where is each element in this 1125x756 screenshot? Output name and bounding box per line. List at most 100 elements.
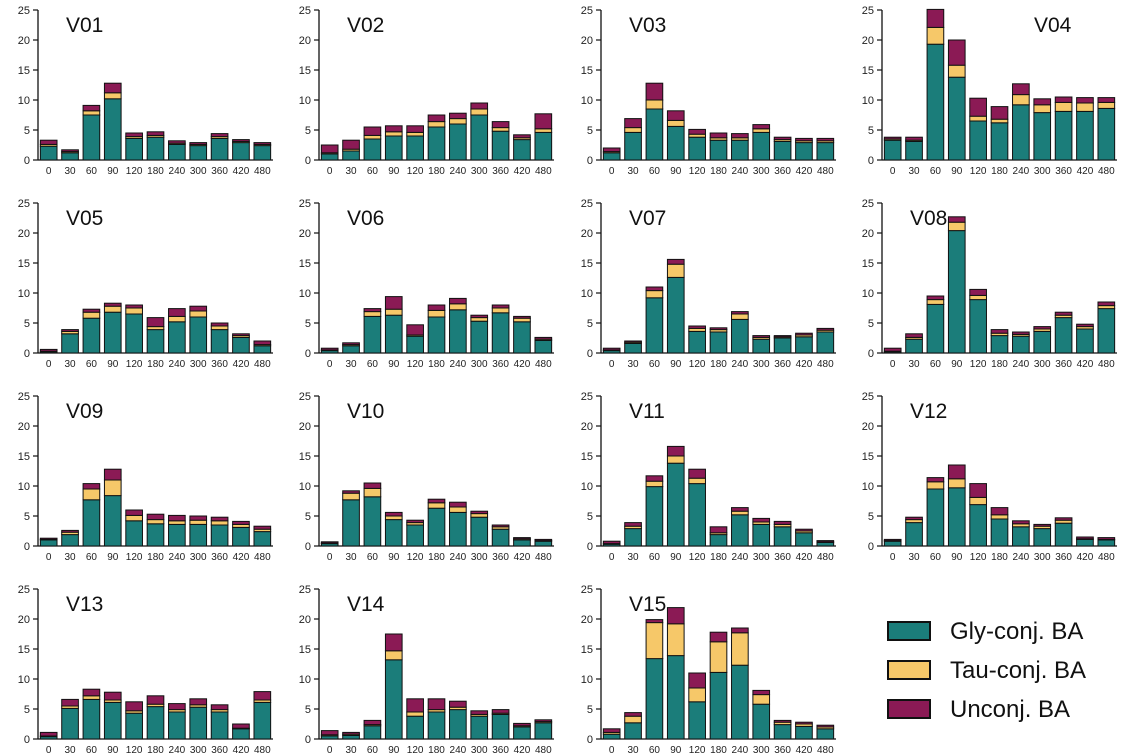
y-tick-label: 25 <box>581 198 593 210</box>
bar-segment-tau <box>470 108 489 116</box>
bar-segment-unconj <box>232 139 250 142</box>
bar-segment-tau <box>427 121 446 128</box>
y-tick-label: 5 <box>305 704 311 716</box>
bar-segment-gly <box>905 140 923 161</box>
bar-segment-gly <box>795 142 813 161</box>
bar-segment-unconj <box>773 520 792 525</box>
x-tick-label: 360 <box>774 745 791 756</box>
bar-segment-unconj <box>449 501 467 508</box>
x-tick-label: 90 <box>388 166 400 177</box>
x-tick-label: 90 <box>107 552 119 563</box>
bar-segment-unconj <box>449 297 467 305</box>
bar-segment-unconj <box>926 295 945 301</box>
y-tick-label: 10 <box>581 288 593 300</box>
y-tick-label: 0 <box>305 155 311 167</box>
x-tick-label: 420 <box>233 745 250 756</box>
x-tick-label: 0 <box>609 359 615 370</box>
bar-segment-tau <box>363 311 382 317</box>
x-tick-label: 90 <box>388 359 400 370</box>
bar-segment-gly <box>969 299 987 354</box>
bar-segment-gly <box>189 706 208 740</box>
bar-segment-unconj <box>688 128 706 135</box>
x-tick-label: 120 <box>689 359 706 370</box>
panel-title: V08 <box>910 207 947 230</box>
bar-segment-gly <box>624 342 642 354</box>
bar-segment-gly <box>947 230 966 354</box>
x-tick-label: 60 <box>86 166 98 177</box>
bar-segment-unconj <box>232 333 250 337</box>
y-tick-label: 20 <box>18 35 30 47</box>
bar-segment-unconj <box>926 477 945 483</box>
bar-segment-unconj <box>363 719 382 726</box>
bar-segment-unconj <box>709 132 728 139</box>
bar-segment-unconj <box>905 333 923 338</box>
bar-segment-gly <box>61 333 79 354</box>
x-tick-label: 240 <box>1013 359 1030 370</box>
x-tick-label: 120 <box>970 359 987 370</box>
panel-title: V07 <box>629 207 666 230</box>
legend-swatch-unconj <box>887 699 931 719</box>
panel-title: V10 <box>347 400 384 423</box>
bar-segment-gly <box>384 314 403 354</box>
y-tick-label: 5 <box>868 125 874 137</box>
x-tick-label: 480 <box>254 166 271 177</box>
panel-v10: 0 5 10 15 20 25 0 30 60 90 120 180 240 300 360 420 480 V1… <box>299 391 554 563</box>
y-tick-label: 20 <box>862 35 874 47</box>
y-tick-label: 0 <box>868 541 874 553</box>
bar-segment-tau <box>926 26 945 45</box>
bar-segment-gly <box>816 541 835 547</box>
bar-segment-unconj <box>232 723 250 729</box>
x-tick-label: 180 <box>147 166 164 177</box>
x-tick-label: 120 <box>689 745 706 756</box>
y-tick-label: 5 <box>587 125 593 137</box>
bar-segment-gly <box>253 701 272 740</box>
bar-segment-unconj <box>534 719 553 723</box>
x-tick-label: 0 <box>46 745 52 756</box>
bar-segment-gly <box>103 311 122 354</box>
y-tick-label: 20 <box>18 614 30 626</box>
bar-segment-gly <box>189 523 208 547</box>
bar-segment-gly <box>534 540 553 547</box>
x-tick-label: 120 <box>126 359 143 370</box>
bar-segment-unconj <box>470 314 489 319</box>
bar-segment-gly <box>146 523 165 547</box>
bar-segment-gly <box>384 659 403 740</box>
bar-segment-unconj <box>342 490 360 494</box>
bar-segment-tau <box>125 514 143 522</box>
bar-segment-unconj <box>513 537 531 540</box>
bar-segment-tau <box>168 520 186 525</box>
x-tick-label: 90 <box>670 359 682 370</box>
x-tick-label: 0 <box>46 166 52 177</box>
x-tick-label: 90 <box>107 166 119 177</box>
x-tick-label: 480 <box>1098 552 1115 563</box>
panel-title: V15 <box>629 593 666 616</box>
y-tick-label: 20 <box>299 614 311 626</box>
x-tick-label: 60 <box>649 166 661 177</box>
x-tick-label: 240 <box>732 745 749 756</box>
bar-segment-tau <box>189 519 208 525</box>
y-tick-label: 25 <box>299 391 311 403</box>
panel-v04: 0 5 10 15 20 25 0 30 60 90 120 180 240 300 360 420 480 V0… <box>862 5 1117 177</box>
bar-segment-tau <box>990 118 1009 124</box>
y-tick-label: 25 <box>18 584 30 596</box>
y-tick-label: 15 <box>299 258 311 270</box>
bar-segment-unconj <box>513 134 531 139</box>
bar-segment-unconj <box>39 348 58 352</box>
x-tick-label: 60 <box>649 745 661 756</box>
bar-segment-gly <box>1097 308 1116 354</box>
bar-segment-unconj <box>969 97 987 117</box>
bar-segment-tau <box>449 506 467 513</box>
bar-segment-gly <box>752 131 771 161</box>
x-tick-label: 180 <box>147 745 164 756</box>
bar-segment-gly <box>61 707 79 740</box>
x-tick-label: 90 <box>107 745 119 756</box>
bar-segment-unconj <box>491 524 510 528</box>
y-tick-label: 10 <box>18 674 30 686</box>
bar-segment-unconj <box>688 468 706 479</box>
bar-segment-tau <box>82 488 101 501</box>
x-tick-label: 300 <box>471 359 488 370</box>
x-tick-label: 0 <box>46 359 52 370</box>
bar-segment-unconj <box>103 691 122 701</box>
bar-segment-unconj <box>1012 520 1030 525</box>
